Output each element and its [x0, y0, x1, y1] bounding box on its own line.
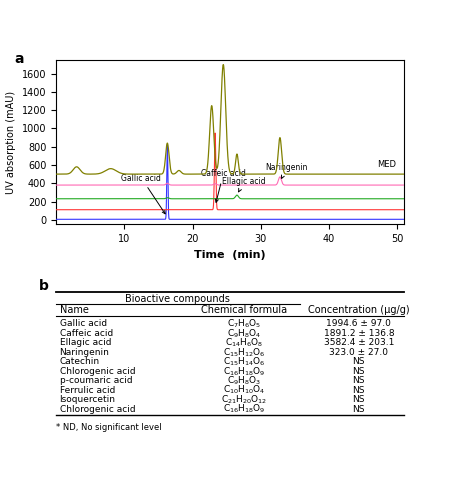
Text: NS: NS — [352, 386, 365, 394]
Text: C$_{14}$H$_6$O$_8$: C$_{14}$H$_6$O$_8$ — [225, 336, 263, 349]
Text: Naringenin: Naringenin — [265, 163, 308, 178]
Text: C$_{16}$H$_{18}$O$_9$: C$_{16}$H$_{18}$O$_9$ — [223, 403, 265, 415]
Text: Gallic acid: Gallic acid — [122, 174, 165, 214]
Text: 1891.2 ± 136.8: 1891.2 ± 136.8 — [324, 329, 394, 338]
Text: a: a — [14, 52, 24, 66]
Text: C$_9$H$_8$O$_4$: C$_9$H$_8$O$_4$ — [227, 327, 261, 340]
Text: C$_{21}$H$_{20}$O$_{12}$: C$_{21}$H$_{20}$O$_{12}$ — [221, 394, 267, 406]
Text: Chlorogenic acid: Chlorogenic acid — [60, 404, 135, 413]
Text: 1994.6 ± 97.0: 1994.6 ± 97.0 — [326, 320, 391, 328]
Text: NS: NS — [352, 404, 365, 413]
Text: Caffeic acid: Caffeic acid — [201, 170, 246, 202]
Text: p-coumaric acid: p-coumaric acid — [60, 376, 132, 386]
Text: C$_7$H$_6$O$_5$: C$_7$H$_6$O$_5$ — [227, 318, 261, 330]
Text: * ND, No significant level: * ND, No significant level — [56, 423, 162, 432]
Y-axis label: UV absorption (mAU): UV absorption (mAU) — [6, 90, 16, 194]
Text: Chemical formula: Chemical formula — [201, 306, 287, 316]
Text: NS: NS — [352, 376, 365, 386]
Text: Isoquercetin: Isoquercetin — [60, 395, 115, 404]
Text: C$_{15}$H$_{14}$O$_6$: C$_{15}$H$_{14}$O$_6$ — [223, 356, 265, 368]
Text: NS: NS — [352, 395, 365, 404]
Text: NS: NS — [352, 358, 365, 366]
Text: Concentration (μg/g): Concentration (μg/g) — [308, 306, 409, 316]
Text: C$_{15}$H$_{12}$O$_6$: C$_{15}$H$_{12}$O$_6$ — [223, 346, 265, 358]
Text: Gallic acid: Gallic acid — [60, 320, 107, 328]
Text: C$_{16}$H$_{18}$O$_9$: C$_{16}$H$_{18}$O$_9$ — [223, 365, 265, 378]
Text: C$_{10}$H$_{10}$O$_4$: C$_{10}$H$_{10}$O$_4$ — [223, 384, 265, 396]
Text: MED: MED — [378, 160, 396, 169]
Text: Catechin: Catechin — [60, 358, 100, 366]
Text: Ferrulic acid: Ferrulic acid — [60, 386, 115, 394]
Text: 3582.4 ± 203.1: 3582.4 ± 203.1 — [324, 338, 394, 347]
Text: b: b — [39, 279, 48, 293]
Text: Ellagic acid: Ellagic acid — [60, 338, 111, 347]
Text: Caffeic acid: Caffeic acid — [60, 329, 113, 338]
Text: Chlorogenic acid: Chlorogenic acid — [60, 367, 135, 376]
Text: Bioactive compounds: Bioactive compounds — [125, 294, 230, 304]
Text: Naringenin: Naringenin — [60, 348, 110, 357]
Text: 323.0 ± 27.0: 323.0 ± 27.0 — [330, 348, 388, 357]
Text: Ellagic acid: Ellagic acid — [222, 177, 265, 192]
Text: C$_9$H$_8$O$_3$: C$_9$H$_8$O$_3$ — [227, 374, 261, 387]
Text: Name: Name — [60, 306, 88, 316]
Text: NS: NS — [352, 367, 365, 376]
X-axis label: Time  (min): Time (min) — [194, 250, 266, 260]
